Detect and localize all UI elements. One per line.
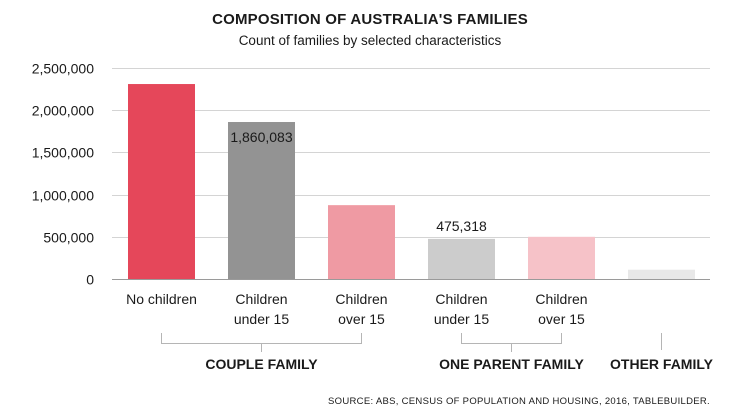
- gridlines: [112, 68, 710, 280]
- bars: [128, 84, 695, 279]
- group-label: OTHER FAMILY: [610, 356, 714, 372]
- chart-subtitle: Count of families by selected characteri…: [238, 33, 502, 48]
- y-tick-label: 500,000: [43, 230, 94, 246]
- category-label: Children: [335, 291, 387, 307]
- bar: [228, 122, 295, 279]
- source-note: SOURCE: ABS, CENSUS OF POPULATION AND HO…: [328, 396, 710, 407]
- category-label: under 15: [234, 311, 289, 327]
- data-label: 475,318: [436, 218, 487, 234]
- category-label: over 15: [338, 311, 385, 327]
- bar: [128, 84, 195, 279]
- group-bracket: [461, 333, 562, 352]
- bar: [428, 238, 495, 279]
- chart-title: COMPOSITION OF AUSTRALIA'S FAMILIES: [212, 11, 528, 28]
- group-label: ONE PARENT FAMILY: [439, 356, 584, 372]
- group-brackets: COUPLE FAMILY ONE PARENT FAMILY OTHER FAMI…: [161, 333, 714, 372]
- group-label: COUPLE FAMILY: [205, 356, 318, 372]
- bar: [528, 236, 595, 279]
- data-label: 1,860,083: [230, 129, 292, 145]
- category-label: Children: [235, 291, 287, 307]
- category-label: Children: [435, 291, 487, 307]
- y-axis-ticks: 0 500,000 1,000,000 1,500,000 2,000,000 2,500…: [32, 61, 95, 288]
- group-bracket: [161, 333, 362, 352]
- category-labels: No children Children under 15 Children over …: [126, 291, 587, 327]
- category-label: Children: [535, 291, 587, 307]
- category-label: under 15: [434, 311, 489, 327]
- data-labels: 1,860,083 475,318: [230, 129, 487, 234]
- category-label: over 15: [538, 311, 585, 327]
- y-tick-label: 2,000,000: [32, 103, 94, 119]
- bar: [628, 269, 695, 279]
- category-label: No children: [126, 291, 197, 307]
- y-tick-label: 0: [86, 272, 94, 288]
- y-tick-label: 1,500,000: [32, 145, 94, 161]
- y-tick-label: 2,500,000: [32, 61, 94, 77]
- bar: [328, 205, 395, 279]
- y-tick-label: 1,000,000: [32, 188, 94, 204]
